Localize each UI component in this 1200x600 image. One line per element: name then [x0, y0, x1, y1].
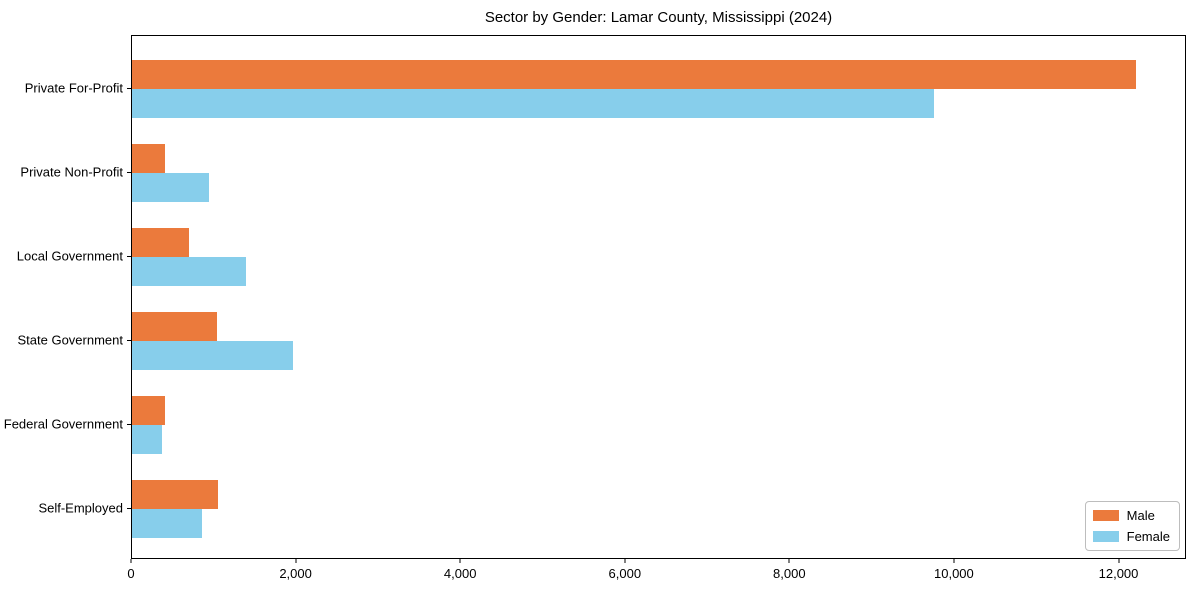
- x-tick-label: 4,000: [443, 566, 477, 581]
- x-axis-tick: [295, 559, 297, 563]
- y-axis-tick: [127, 424, 131, 425]
- x-axis-tick: [788, 559, 790, 563]
- legend: Male Female: [1084, 501, 1180, 551]
- bar-female-local-government: [132, 257, 246, 286]
- x-tick-label: 8,000: [773, 566, 806, 581]
- bar-female-private-non-profit: [132, 173, 209, 202]
- x-tick-label: 12,000: [1098, 566, 1139, 581]
- bar-male-private-for-profit: [132, 60, 1136, 89]
- bar-male-private-non-profit: [132, 144, 165, 173]
- y-axis-tick: [127, 340, 131, 341]
- x-tick-label: 6,000: [608, 566, 642, 581]
- bar-male-federal-government: [132, 396, 165, 425]
- legend-label-male: Male: [1126, 508, 1155, 523]
- x-axis-tick: [130, 559, 132, 563]
- x-axis-tick: [953, 559, 955, 563]
- y-axis-tick: [127, 88, 131, 89]
- bar-male-local-government: [132, 228, 189, 257]
- bar-male-state-government: [132, 312, 217, 341]
- x-tick-label: 2,000: [279, 566, 312, 581]
- x-axis-tick: [1118, 559, 1119, 563]
- legend-item-female: Female: [1092, 529, 1170, 544]
- y-axis-tick: [127, 256, 131, 257]
- x-axis-tick: [459, 559, 461, 563]
- plot-area: Male Female: [131, 35, 1186, 559]
- bar-female-state-government: [132, 341, 293, 370]
- legend-swatch-male: [1092, 510, 1119, 521]
- x-tick-label: 10,000: [934, 566, 974, 581]
- bar-female-federal-government: [132, 425, 162, 454]
- x-axis-tick: [624, 559, 626, 563]
- y-axis-tick: [127, 172, 131, 173]
- category-label: Local Government: [16, 248, 123, 264]
- category-label: State Government: [17, 332, 124, 348]
- category-label: Private For-Profit: [24, 80, 123, 96]
- category-label: Federal Government: [3, 416, 123, 432]
- legend-item-male: Male: [1092, 508, 1170, 523]
- legend-label-female: Female: [1126, 529, 1170, 544]
- bar-male-self-employed: [132, 480, 219, 509]
- bar-female-private-for-profit: [132, 89, 935, 118]
- chart-title: Sector by Gender: Lamar County, Mississi…: [484, 9, 833, 26]
- category-label: Self-Employed: [38, 500, 123, 516]
- category-label: Private Non-Profit: [20, 164, 123, 180]
- bar-female-self-employed: [132, 509, 202, 538]
- legend-swatch-female: [1092, 531, 1119, 542]
- y-axis-tick: [127, 508, 131, 509]
- x-tick-label: 0: [127, 566, 135, 581]
